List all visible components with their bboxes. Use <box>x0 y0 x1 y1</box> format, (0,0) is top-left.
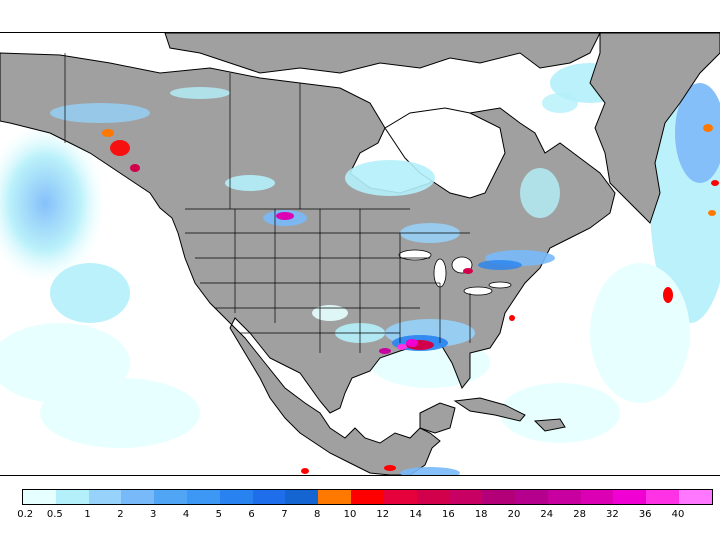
legend-tick-label: 40 <box>671 509 685 520</box>
legend-tick-label: 5 <box>215 509 222 520</box>
legend-color-bar <box>22 489 713 505</box>
legend-tick-label: 28 <box>573 509 586 520</box>
legend-swatch <box>154 490 187 504</box>
greenland <box>589 33 720 224</box>
legend-tick-label: 12 <box>376 509 390 520</box>
cuba <box>453 397 526 422</box>
legend-swatch <box>318 490 351 504</box>
atlantic-band-2 <box>675 83 720 183</box>
legend-tick-label: 1 <box>84 509 91 520</box>
atlantic-band-3 <box>590 263 690 403</box>
hispaniola <box>533 418 566 432</box>
legend-tick-label: 24 <box>540 509 554 520</box>
legend-swatch <box>23 490 56 504</box>
legend-tick-label: 2 <box>117 509 124 520</box>
pacific-band-2 <box>50 263 130 323</box>
legend-tick-label: 10 <box>343 509 357 520</box>
map-canvas <box>0 33 720 475</box>
arctic-islands <box>164 33 601 74</box>
legend-swatch <box>678 490 712 504</box>
legend-swatch <box>350 490 384 504</box>
legend-swatch <box>449 490 483 504</box>
heavy-precip-layer <box>102 124 719 474</box>
legend-tick-label: 7 <box>281 509 288 520</box>
precipitation-map <box>0 32 720 476</box>
legend-swatch <box>416 490 450 504</box>
legend-swatch <box>121 490 155 504</box>
legend-tick-label: 32 <box>606 509 619 520</box>
legend-tick-label: 20 <box>507 509 521 520</box>
legend-swatch <box>383 490 417 504</box>
legend-tick-label: 0.2 <box>17 509 34 520</box>
pacific-band-3 <box>40 378 200 448</box>
atlantic-band-4 <box>500 383 620 443</box>
legend-swatch <box>514 490 548 504</box>
yucatan <box>419 402 456 434</box>
legend-swatch <box>482 490 515 504</box>
legend-swatch <box>186 490 220 504</box>
legend-swatch <box>580 490 614 504</box>
legend-tick-label: 4 <box>182 509 190 520</box>
legend-swatch <box>55 490 89 504</box>
legend-tick-labels: 0.2 0.5 1 2 3 4 5 6 7 8 10 12 14 16 18 20 24 28 32 36 40 <box>17 509 712 523</box>
precip-legend: 0.2 0.5 1 2 3 4 5 6 7 8 10 12 14 16 18 20 24 28 32 36 40 <box>17 489 713 529</box>
legend-tick-label: 6 <box>248 509 255 520</box>
legend-swatch <box>219 490 253 504</box>
legend-swatch <box>252 490 286 504</box>
pacific-storm-swirl <box>0 123 105 283</box>
legend-swatch <box>547 490 581 504</box>
legend-tick-label: 0.5 <box>46 509 63 520</box>
legend-tick-label: 3 <box>150 509 157 520</box>
legend-swatch <box>88 490 122 504</box>
legend-swatch <box>646 490 679 504</box>
legend-tick-label: 18 <box>474 509 488 520</box>
legend-tick-label: 14 <box>409 509 422 520</box>
state-borders <box>64 53 471 353</box>
legend-tick-label: 16 <box>442 509 455 520</box>
legend-tick-label: 36 <box>638 509 652 520</box>
legend-swatch <box>613 490 647 504</box>
legend-tick-label: 8 <box>314 509 321 520</box>
legend-swatch <box>285 490 319 504</box>
